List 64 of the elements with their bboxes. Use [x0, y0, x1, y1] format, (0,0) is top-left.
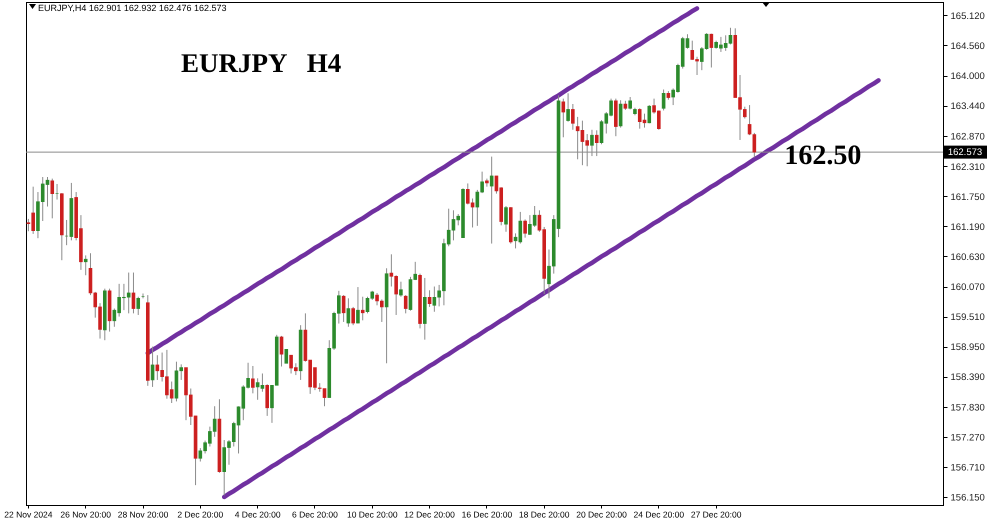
x-tick-label: 18 Dec 20:00: [518, 510, 570, 520]
y-tick-label: 156.150: [950, 492, 985, 504]
candlestick: [399, 281, 403, 298]
candlestick: [571, 103, 575, 130]
candlestick: [351, 306, 355, 326]
annotation: 162.50: [784, 140, 862, 172]
x-tick-label: 16 Dec 20:00: [462, 510, 512, 520]
candlestick: [136, 296, 140, 316]
y-tick-label: 162.870: [950, 132, 985, 143]
y-tick-label: 158.950: [950, 342, 985, 354]
candlestick: [566, 92, 570, 122]
x-tick-label: 28 Nov 20:00: [118, 510, 169, 520]
y-tick-label: 160.630: [950, 252, 985, 263]
x-tick-label: 4 Dec 20:00: [234, 510, 281, 520]
candlestick: [150, 346, 154, 388]
ref-line-label: 162.573: [948, 147, 982, 158]
y-tick-label: 164.560: [950, 40, 985, 52]
candlestick: [624, 100, 628, 110]
y-tick-label: 156.710: [950, 462, 985, 474]
candlestick: [360, 296, 365, 321]
y-tick-label: 163.440: [950, 101, 985, 112]
y-tick-label: 159.510: [950, 312, 985, 324]
candlestick: [356, 286, 360, 324]
y-tick-label: 164.000: [950, 71, 985, 82]
candlestick: [523, 218, 527, 238]
y-tick-label: 161.750: [950, 192, 985, 203]
x-tick-label: 12 Dec 20:00: [404, 510, 456, 520]
y-tick-label: 162.310: [950, 162, 985, 173]
candlestick: [710, 33, 714, 68]
candlestick: [251, 365, 255, 394]
line-series: [222, 78, 881, 500]
x-tick-label: 26 Nov 20:00: [60, 510, 112, 520]
candlestick: [504, 205, 508, 232]
candlestick: [265, 384, 269, 416]
y-tick-label: 161.190: [950, 222, 985, 233]
annotation: EURJPY,H4 162.901 162.932 162.476 162.573: [38, 3, 226, 13]
y-tick-label: 157.830: [950, 402, 985, 414]
candlestick: [284, 349, 288, 364]
candlestick: [628, 96, 632, 110]
x-tick-label: 22 Nov 2024: [4, 510, 53, 520]
y-tick-label: 160.070: [950, 282, 985, 294]
y-tick-label: 165.120: [950, 10, 985, 22]
x-tick-label: 6 Dec 20:00: [292, 510, 338, 520]
candlestick: [50, 178, 54, 219]
candlestick: [404, 294, 408, 314]
candlestick: [647, 104, 652, 124]
candlestick: [280, 335, 284, 367]
candlestick: [490, 156, 494, 244]
candlestick: [84, 254, 88, 276]
candlestick: [132, 272, 136, 314]
y-tick-label: 157.270: [950, 432, 985, 444]
candlestick: [346, 298, 350, 328]
x-tick-label: 2 Dec 20:00: [177, 510, 224, 520]
x-tick-label: 24 Dec 20:00: [634, 510, 684, 520]
candlestick: [618, 100, 622, 128]
x-tick-label: 20 Dec 20:00: [576, 510, 628, 520]
candlestick: [562, 98, 566, 138]
candlestick: [428, 290, 432, 308]
y-tick-label: 158.390: [950, 372, 985, 384]
x-tick-label: 10 Dec 20:00: [346, 510, 398, 520]
x-tick-label: 27 Dec 20:00: [690, 510, 742, 520]
text: EURJPY H4: [181, 48, 342, 78]
candlestick: [662, 89, 666, 111]
candlestick: [342, 294, 346, 322]
